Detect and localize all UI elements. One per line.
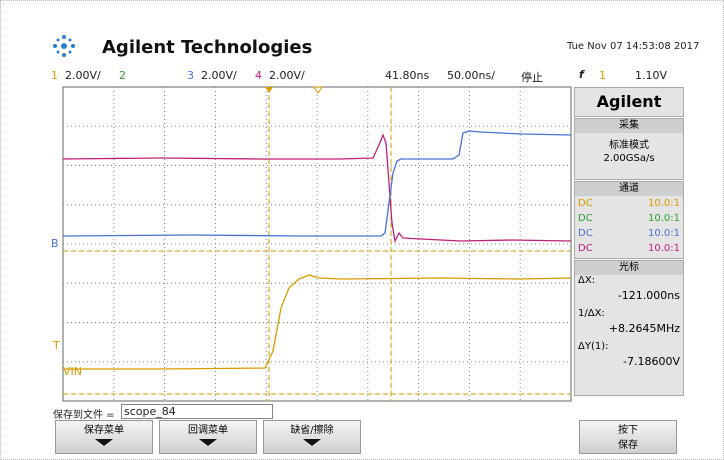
scope-screen: Agilent Technologies Tue Nov 07 14:53:08… bbox=[0, 0, 724, 460]
dx-value: -121.000ns bbox=[578, 289, 680, 302]
channel-row: DC 10.0:1 bbox=[575, 241, 683, 256]
softkey-label: 保存菜单 bbox=[56, 421, 152, 436]
ch2-label: 2 bbox=[119, 69, 126, 82]
ch4-label: 4 bbox=[255, 69, 262, 82]
trigger-symbol: f bbox=[579, 68, 584, 81]
cursor-panel: 光标 ΔX: -121.000ns 1/ΔX: +8.2645MHz ΔY(1)… bbox=[574, 260, 684, 396]
ch4-scale: 2.00V/ bbox=[269, 69, 305, 82]
brand: Agilent Technologies bbox=[102, 37, 312, 58]
probe: 10.0:1 bbox=[648, 241, 680, 256]
ch1-label: 1 bbox=[51, 69, 58, 82]
channel-row: DC 10.0:1 bbox=[575, 226, 683, 241]
softkey-arrow bbox=[303, 439, 321, 446]
softkey[interactable]: 回调菜单 bbox=[159, 420, 257, 454]
acquire-rate: 2.00GSa/s bbox=[575, 153, 683, 164]
trigger-level: 1.10V bbox=[635, 69, 667, 82]
coupling: DC bbox=[578, 196, 593, 211]
acquire-panel: 采集 标准模式 2.00GSa/s bbox=[574, 118, 684, 180]
save-button-line2: 保存 bbox=[580, 436, 676, 451]
channel-row: DC 10.0:1 bbox=[575, 196, 683, 211]
save-label: 保存到文件 = bbox=[53, 406, 115, 421]
coupling: DC bbox=[578, 241, 593, 256]
softkey-arrow bbox=[199, 439, 217, 446]
softkey[interactable]: 缺省/擦除 bbox=[263, 420, 361, 454]
ch3-marker: B bbox=[51, 237, 59, 250]
timebase: 50.00ns/ bbox=[447, 69, 495, 82]
panel-logo: Agilent bbox=[574, 87, 684, 117]
logo-icon bbox=[49, 31, 79, 61]
inv-dx-value: +8.2645MHz bbox=[578, 322, 680, 335]
cursor-title: 光标 bbox=[575, 261, 683, 275]
save-button[interactable]: 按下 保存 bbox=[579, 420, 677, 454]
trigger-marker: T bbox=[53, 339, 60, 352]
datetime: Tue Nov 07 14:53:08 2017 bbox=[567, 41, 699, 52]
coupling: DC bbox=[578, 211, 593, 226]
probe: 10.0:1 bbox=[648, 211, 680, 226]
panel-logo-text: Agilent bbox=[597, 92, 662, 111]
softkey[interactable]: 保存菜单 bbox=[55, 420, 153, 454]
channel-title: 通道 bbox=[575, 182, 683, 196]
waveform-display bbox=[41, 83, 573, 405]
delay: 41.80ns bbox=[385, 69, 429, 82]
softkey-label: 缺省/擦除 bbox=[264, 421, 360, 436]
probe: 10.0:1 bbox=[648, 226, 680, 241]
ch1-scale: 2.00V/ bbox=[65, 69, 101, 82]
softkey-arrow bbox=[95, 439, 113, 446]
acquire-title: 采集 bbox=[575, 119, 683, 133]
file-name[interactable]: scope_84 bbox=[121, 404, 273, 419]
trigger-source: 1 bbox=[599, 69, 606, 82]
inv-dx-label: 1/ΔX: bbox=[578, 308, 680, 319]
dy-value: -7.18600V bbox=[578, 355, 680, 368]
coupling: DC bbox=[578, 226, 593, 241]
dy-label: ΔY(1): bbox=[578, 341, 680, 352]
ch3-label: 3 bbox=[187, 69, 194, 82]
channel-row: DC 10.0:1 bbox=[575, 211, 683, 226]
dx-label: ΔX: bbox=[578, 275, 680, 286]
ch3-scale: 2.00V/ bbox=[201, 69, 237, 82]
softkey-label: 回调菜单 bbox=[160, 421, 256, 436]
save-button-line1: 按下 bbox=[580, 421, 676, 436]
probe: 10.0:1 bbox=[648, 196, 680, 211]
acquire-mode: 标准模式 bbox=[575, 136, 683, 151]
ch1-marker: VIN bbox=[63, 365, 82, 378]
